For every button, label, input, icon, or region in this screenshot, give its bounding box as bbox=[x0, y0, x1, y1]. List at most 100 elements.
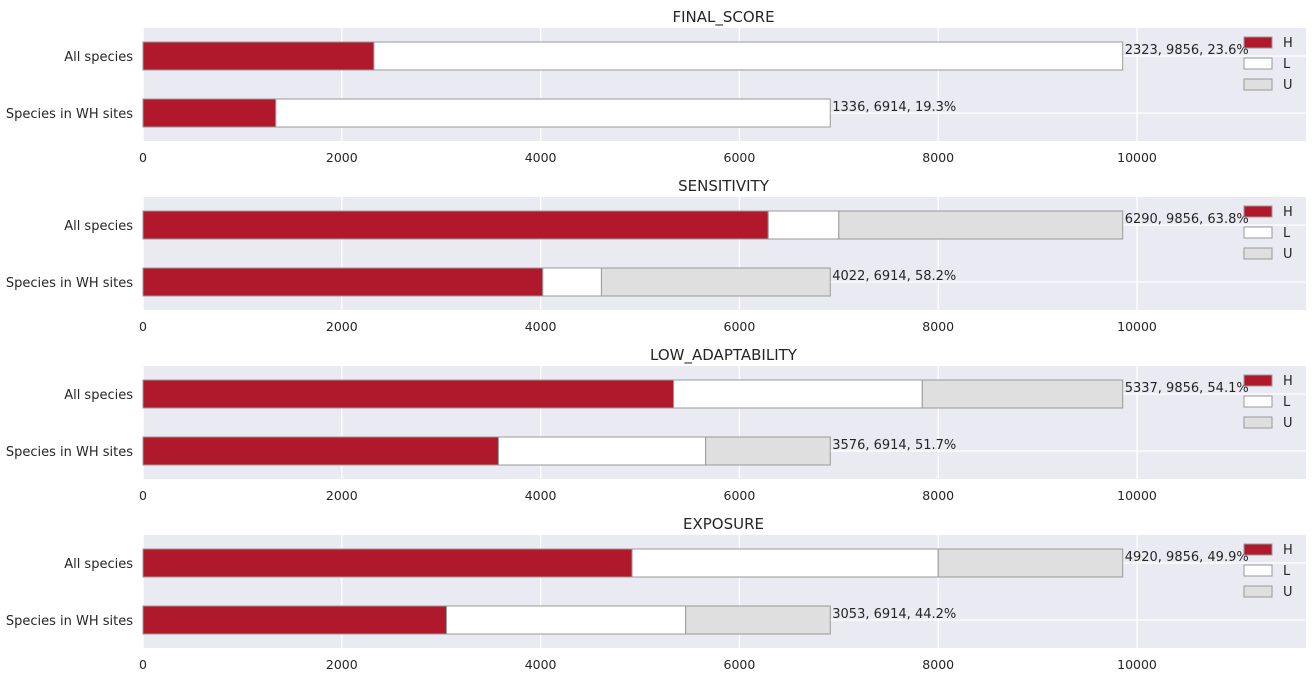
y-tick-label: All species bbox=[64, 557, 133, 572]
bar-annotation: 2323, 9856, 23.6% bbox=[1125, 43, 1249, 58]
legend-label: L bbox=[1283, 226, 1291, 241]
x-tick-label: 2000 bbox=[326, 319, 358, 334]
bar-annotation: 1336, 6914, 19.3% bbox=[832, 100, 956, 115]
legend-label: H bbox=[1283, 543, 1293, 558]
panel-sensitivity: SENSITIVITY All species 6290, 9856, 63.8% S… bbox=[6, 177, 1306, 334]
y-tick-label: All species bbox=[64, 50, 133, 65]
legend-swatch-U bbox=[1243, 247, 1273, 260]
legend-label: U bbox=[1283, 247, 1293, 262]
x-tick-label: 0 bbox=[139, 319, 147, 334]
x-tick-label: 8000 bbox=[922, 657, 954, 672]
x-tick-label: 10000 bbox=[1117, 150, 1157, 165]
chart-title: LOW_ADAPTABILITY bbox=[650, 346, 798, 365]
bar-U-1 bbox=[685, 605, 831, 635]
x-tick-label: 10000 bbox=[1117, 488, 1157, 503]
x-tick-label: 0 bbox=[139, 488, 147, 503]
legend-label: U bbox=[1283, 416, 1293, 431]
legend: HLU bbox=[1243, 543, 1293, 600]
legend-swatch-L bbox=[1243, 226, 1273, 239]
bar-H-0 bbox=[142, 41, 375, 71]
legend-swatch-H bbox=[1243, 205, 1273, 218]
bar-H-0 bbox=[142, 379, 675, 409]
legend-swatch-L bbox=[1243, 395, 1273, 408]
y-tick-label: Species in WH sites bbox=[6, 445, 133, 460]
x-tick-label: 2000 bbox=[326, 488, 358, 503]
legend-label: L bbox=[1283, 564, 1291, 579]
bar-L-1 bbox=[542, 267, 602, 297]
bar-annotation: 6290, 9856, 63.8% bbox=[1125, 212, 1249, 227]
bar-annotation: 4920, 9856, 49.9% bbox=[1125, 550, 1249, 565]
legend-label: H bbox=[1283, 374, 1293, 389]
y-tick-label: Species in WH sites bbox=[6, 614, 133, 629]
x-tick-label: 4000 bbox=[525, 150, 557, 165]
bar-U-0 bbox=[937, 548, 1124, 578]
legend-label: H bbox=[1283, 36, 1293, 51]
bar-H-1 bbox=[142, 267, 544, 297]
bar-L-0 bbox=[631, 548, 939, 578]
legend-swatch-U bbox=[1243, 585, 1273, 598]
chart-title: EXPOSURE bbox=[683, 515, 764, 533]
x-tick-label: 6000 bbox=[724, 488, 756, 503]
x-tick-label: 0 bbox=[139, 657, 147, 672]
x-tick-label: 8000 bbox=[922, 319, 954, 334]
legend-swatch-U bbox=[1243, 416, 1273, 429]
legend-label: H bbox=[1283, 205, 1293, 220]
bar-L-1 bbox=[275, 98, 831, 128]
chart-title: SENSITIVITY bbox=[678, 177, 770, 195]
bar-H-0 bbox=[142, 210, 769, 240]
bar-annotation: 5337, 9856, 54.1% bbox=[1125, 381, 1249, 396]
x-tick-label: 2000 bbox=[326, 150, 358, 165]
legend-swatch-H bbox=[1243, 374, 1273, 387]
x-tick-label: 10000 bbox=[1117, 657, 1157, 672]
x-tick-label: 4000 bbox=[525, 488, 557, 503]
bar-H-1 bbox=[142, 605, 447, 635]
bar-H-1 bbox=[142, 436, 499, 466]
x-tick-label: 4000 bbox=[525, 319, 557, 334]
y-tick-label: All species bbox=[64, 219, 133, 234]
x-tick-label: 4000 bbox=[525, 657, 557, 672]
legend-label: L bbox=[1283, 395, 1291, 410]
bar-U-0 bbox=[921, 379, 1124, 409]
x-tick-label: 8000 bbox=[922, 488, 954, 503]
legend: HLU bbox=[1243, 36, 1293, 93]
legend-swatch-H bbox=[1243, 36, 1273, 49]
legend-swatch-L bbox=[1243, 57, 1273, 70]
y-tick-label: All species bbox=[64, 388, 133, 403]
bar-H-0 bbox=[142, 548, 633, 578]
bar-L-1 bbox=[445, 605, 687, 635]
x-tick-label: 10000 bbox=[1117, 319, 1157, 334]
legend-swatch-U bbox=[1243, 78, 1273, 91]
y-tick-label: Species in WH sites bbox=[6, 276, 133, 291]
bar-L-0 bbox=[767, 210, 840, 240]
bar-annotation: 4022, 6914, 58.2% bbox=[832, 269, 956, 284]
bar-U-1 bbox=[600, 267, 831, 297]
x-tick-label: 6000 bbox=[724, 657, 756, 672]
legend-label: U bbox=[1283, 78, 1293, 93]
bar-annotation: 3053, 6914, 44.2% bbox=[832, 607, 956, 622]
x-tick-label: 0 bbox=[139, 150, 147, 165]
bar-L-1 bbox=[497, 436, 707, 466]
panel-final-score: FINAL_SCORE All species 2323, 9856, 23.6% S… bbox=[6, 8, 1306, 165]
x-tick-label: 6000 bbox=[724, 319, 756, 334]
bar-L-0 bbox=[673, 379, 923, 409]
y-tick-label: Species in WH sites bbox=[6, 107, 133, 122]
bar-U-1 bbox=[705, 436, 831, 466]
bar-H-1 bbox=[142, 98, 277, 128]
legend-label: L bbox=[1283, 57, 1291, 72]
bar-L-0 bbox=[373, 41, 1124, 71]
legend: HLU bbox=[1243, 205, 1293, 262]
chart-title: FINAL_SCORE bbox=[672, 8, 774, 27]
x-tick-label: 8000 bbox=[922, 150, 954, 165]
bar-annotation: 3576, 6914, 51.7% bbox=[832, 438, 956, 453]
panel-exposure: EXPOSURE All species 4920, 9856, 49.9% Spec… bbox=[6, 515, 1306, 672]
bar-U-0 bbox=[838, 210, 1124, 240]
legend: HLU bbox=[1243, 374, 1293, 431]
legend-swatch-H bbox=[1243, 543, 1273, 556]
x-tick-label: 6000 bbox=[724, 150, 756, 165]
panel-low-adaptability: LOW_ADAPTABILITY All species 5337, 9856, 5… bbox=[6, 346, 1306, 503]
x-tick-label: 2000 bbox=[326, 657, 358, 672]
legend-swatch-L bbox=[1243, 564, 1273, 577]
legend-label: U bbox=[1283, 585, 1293, 600]
